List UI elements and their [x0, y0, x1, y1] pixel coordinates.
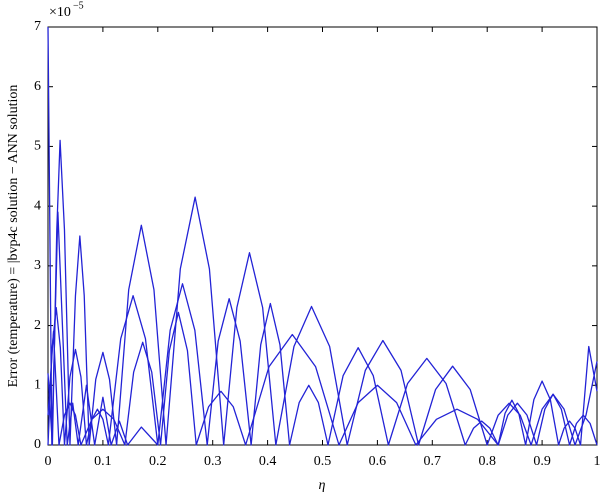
- y-multiplier: ×10: [49, 5, 71, 20]
- x-tick-label: 0.1: [94, 454, 112, 469]
- x-tick-label: 0.5: [314, 454, 332, 469]
- x-tick-label: 0.2: [149, 454, 167, 469]
- y-tick-label: 1: [34, 378, 41, 393]
- y-axis-label: Error (temperature) = |bvp4c solution − …: [6, 85, 21, 388]
- y-tick-label: 6: [34, 79, 41, 94]
- x-tick-label: 1: [594, 454, 600, 469]
- y-multiplier-exponent: −5: [73, 0, 84, 11]
- y-tick-label: 5: [34, 139, 41, 154]
- x-axis-label: η: [319, 478, 326, 493]
- error-curve: [47, 139, 598, 446]
- error-curve: [47, 311, 598, 446]
- x-tick-label: 0.3: [204, 454, 222, 469]
- y-tick-label: 3: [34, 258, 41, 273]
- error-curve: [47, 26, 159, 446]
- x-tick-label: 0.4: [259, 454, 277, 469]
- y-tick-label: 4: [34, 198, 41, 213]
- x-tick-label: 0.9: [533, 454, 551, 469]
- x-tick-label: 0.6: [369, 454, 387, 469]
- x-tick-label: 0: [45, 454, 52, 469]
- y-tick-label: 7: [34, 19, 41, 34]
- y-tick-label: 0: [34, 437, 41, 452]
- x-tick-label: 0.7: [424, 454, 442, 469]
- error-curve: [47, 283, 598, 446]
- plot-frame: [47, 26, 598, 446]
- y-tick-label: 2: [34, 318, 41, 333]
- x-tick-label: 0.8: [478, 454, 496, 469]
